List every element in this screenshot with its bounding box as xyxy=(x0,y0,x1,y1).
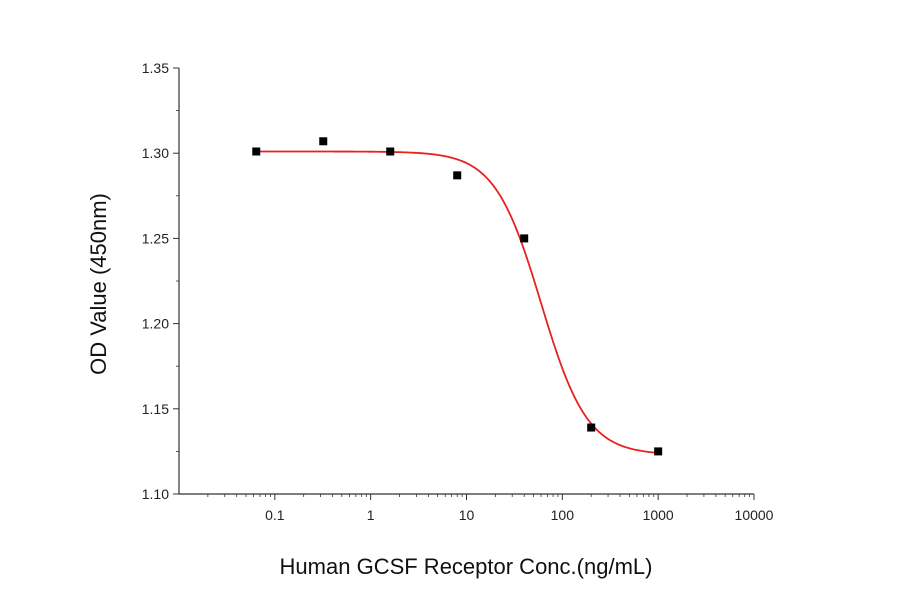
y-tick-label: 1.35 xyxy=(142,60,169,76)
y-axis-ticks: 1.10 1.15 1.20 1.25 1.30 1.35 xyxy=(142,60,179,502)
axes xyxy=(178,68,754,495)
data-point xyxy=(386,147,395,156)
x-tick-label: 10000 xyxy=(735,507,774,523)
data-point xyxy=(587,423,596,432)
data-points xyxy=(252,137,663,456)
data-point xyxy=(520,234,529,243)
x-tick-label: 1 xyxy=(367,507,375,523)
x-tick-label: 100 xyxy=(551,507,575,523)
y-tick-label: 1.25 xyxy=(142,230,169,246)
y-axis-title: OD Value (450nm) xyxy=(86,193,111,375)
y-tick-label: 1.20 xyxy=(142,316,169,332)
fit-curve xyxy=(256,150,659,454)
data-point xyxy=(453,171,462,180)
x-tick-label: 10 xyxy=(459,507,475,523)
y-tick-label: 1.30 xyxy=(142,145,169,161)
x-tick-label: 0.1 xyxy=(265,507,285,523)
y-tick-label: 1.10 xyxy=(142,486,169,502)
data-point xyxy=(319,137,328,146)
x-axis-title: Human GCSF Receptor Conc.(ng/mL) xyxy=(280,554,653,579)
x-tick-label: 1000 xyxy=(643,507,674,523)
x-axis-ticks: 0.1 1 10 100 1000 10000 xyxy=(207,494,774,523)
data-point xyxy=(252,147,261,156)
data-point xyxy=(654,447,663,456)
y-tick-label: 1.15 xyxy=(142,401,169,417)
